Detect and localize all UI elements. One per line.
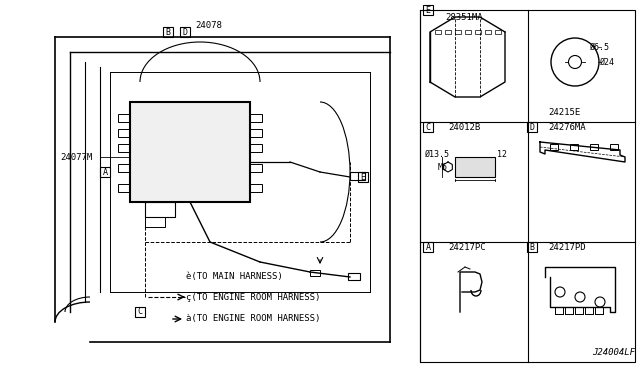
- Bar: [135, 307, 145, 317]
- Bar: [423, 242, 433, 252]
- Text: 12: 12: [497, 150, 507, 158]
- Bar: [145, 217, 165, 227]
- Bar: [163, 27, 173, 37]
- Text: 24215E: 24215E: [548, 108, 580, 116]
- Bar: [250, 184, 262, 192]
- Text: C: C: [138, 308, 143, 317]
- Text: 28351MA: 28351MA: [445, 13, 483, 22]
- Bar: [118, 164, 130, 172]
- Bar: [423, 5, 433, 15]
- Bar: [250, 164, 262, 172]
- Text: 24276MA: 24276MA: [548, 122, 586, 131]
- Bar: [610, 144, 618, 150]
- Text: A: A: [426, 243, 431, 251]
- Bar: [250, 144, 262, 152]
- Text: C: C: [426, 122, 431, 131]
- Bar: [435, 30, 441, 34]
- Bar: [465, 30, 471, 34]
- Text: B: B: [529, 243, 534, 251]
- Text: 24217PD: 24217PD: [548, 243, 586, 251]
- Bar: [118, 114, 130, 122]
- Bar: [358, 172, 368, 182]
- Bar: [527, 242, 537, 252]
- Text: J24004LF: J24004LF: [592, 348, 635, 357]
- Bar: [550, 144, 558, 150]
- Bar: [455, 30, 461, 34]
- Bar: [570, 144, 578, 150]
- Text: Ø13.5: Ø13.5: [425, 150, 450, 158]
- Text: A: A: [102, 167, 108, 176]
- Bar: [475, 30, 481, 34]
- Text: B: B: [166, 28, 170, 36]
- Text: 24077M: 24077M: [60, 153, 92, 161]
- Bar: [348, 273, 360, 280]
- Bar: [423, 122, 433, 132]
- Text: Ø24: Ø24: [600, 58, 615, 67]
- Text: 24217PC: 24217PC: [448, 243, 486, 251]
- Text: E: E: [426, 6, 431, 15]
- Text: D: D: [529, 122, 534, 131]
- Text: ç(TO ENGINE ROOM HARNESS): ç(TO ENGINE ROOM HARNESS): [186, 292, 321, 301]
- Bar: [180, 27, 190, 37]
- Text: 24078: 24078: [195, 20, 222, 29]
- Text: Ø6.5: Ø6.5: [590, 42, 610, 51]
- Bar: [495, 30, 501, 34]
- Text: è(TO MAIN HARNESS): è(TO MAIN HARNESS): [186, 273, 283, 282]
- Text: E: E: [360, 173, 365, 182]
- Bar: [485, 30, 491, 34]
- Bar: [590, 144, 598, 150]
- Bar: [118, 184, 130, 192]
- Bar: [145, 202, 175, 217]
- Bar: [445, 30, 451, 34]
- Text: à(TO ENGINE ROOM HARNESS): à(TO ENGINE ROOM HARNESS): [186, 314, 321, 324]
- Text: 24012B: 24012B: [448, 122, 480, 131]
- Bar: [527, 122, 537, 132]
- Text: M6: M6: [438, 163, 448, 171]
- Bar: [350, 172, 365, 180]
- Bar: [250, 129, 262, 137]
- Bar: [310, 270, 320, 276]
- Bar: [420, 10, 635, 362]
- Bar: [130, 102, 250, 202]
- Bar: [118, 144, 130, 152]
- Bar: [250, 114, 262, 122]
- Bar: [455, 157, 495, 177]
- Bar: [100, 167, 110, 177]
- Text: D: D: [182, 28, 188, 36]
- Bar: [118, 129, 130, 137]
